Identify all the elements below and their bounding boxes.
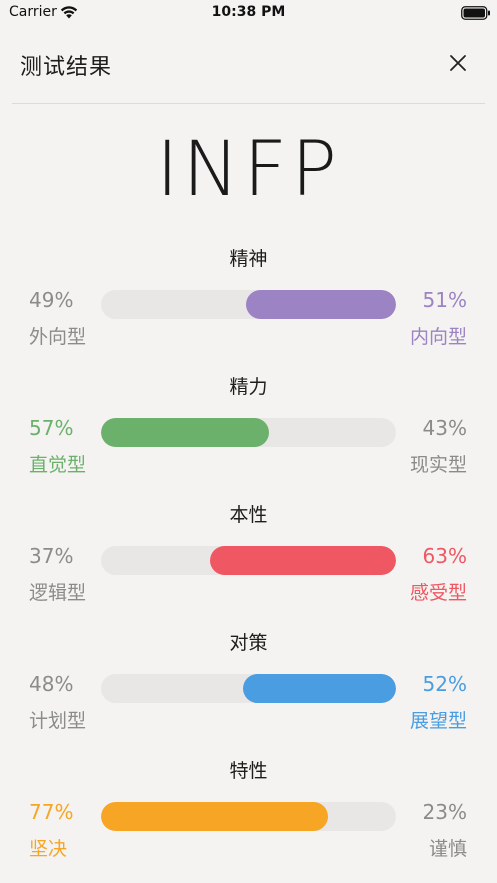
- dimension-name: 对策: [229, 632, 268, 654]
- dimension-row: 本性 37% 63% 逻辑型 感受型: [0, 500, 497, 610]
- status-time: 10:38 PM: [211, 4, 286, 20]
- progress-track: [101, 290, 396, 319]
- progress-track: [101, 546, 396, 575]
- close-icon: [450, 55, 466, 71]
- right-label: 现实型: [409, 454, 467, 476]
- right-label: 展望型: [409, 710, 467, 732]
- dimension-name: 本性: [229, 504, 268, 526]
- progress-fill: [243, 674, 396, 703]
- close-button[interactable]: [444, 49, 472, 77]
- progress-fill: [101, 802, 328, 831]
- left-label: 坚决: [29, 838, 68, 860]
- wifi-icon: [59, 4, 79, 20]
- progress-track: [101, 802, 396, 831]
- dimension-name: 精神: [229, 248, 268, 270]
- dimension-name: 精力: [229, 376, 268, 398]
- left-label: 直觉型: [29, 454, 87, 476]
- right-label: 感受型: [409, 582, 467, 604]
- progress-track: [101, 674, 396, 703]
- dimension-row: 特性 77% 23% 坚决 谨慎: [0, 756, 497, 866]
- progress-fill: [246, 290, 396, 319]
- dimension-row: 精神 49% 51% 外向型 内向型: [0, 244, 497, 354]
- header-divider: [12, 103, 485, 104]
- left-percent: 57%: [29, 416, 74, 440]
- right-percent: 63%: [422, 544, 467, 568]
- personality-type: INFP: [156, 124, 341, 213]
- progress-fill: [101, 418, 269, 447]
- right-percent: 43%: [422, 416, 467, 440]
- right-percent: 51%: [422, 288, 467, 312]
- right-label: 内向型: [409, 326, 467, 348]
- progress-track: [101, 418, 396, 447]
- dimension-name: 特性: [229, 760, 268, 782]
- left-percent: 77%: [29, 800, 74, 824]
- dimension-row: 对策 48% 52% 计划型 展望型: [0, 628, 497, 738]
- left-percent: 49%: [29, 288, 74, 312]
- right-percent: 23%: [422, 800, 467, 824]
- left-percent: 37%: [29, 544, 74, 568]
- right-label: 谨慎: [428, 838, 467, 860]
- left-label: 逻辑型: [29, 582, 87, 604]
- left-label: 计划型: [29, 710, 87, 732]
- left-label: 外向型: [29, 326, 87, 348]
- progress-fill: [210, 546, 396, 575]
- right-percent: 52%: [422, 672, 467, 696]
- status-bar: Carrier 10:38 PM: [0, 0, 497, 26]
- battery-icon: [461, 5, 491, 20]
- page-title: 测试结果: [20, 55, 113, 80]
- left-percent: 48%: [29, 672, 74, 696]
- dimension-row: 精力 57% 43% 直觉型 现实型: [0, 372, 497, 482]
- carrier-label: Carrier: [9, 4, 57, 20]
